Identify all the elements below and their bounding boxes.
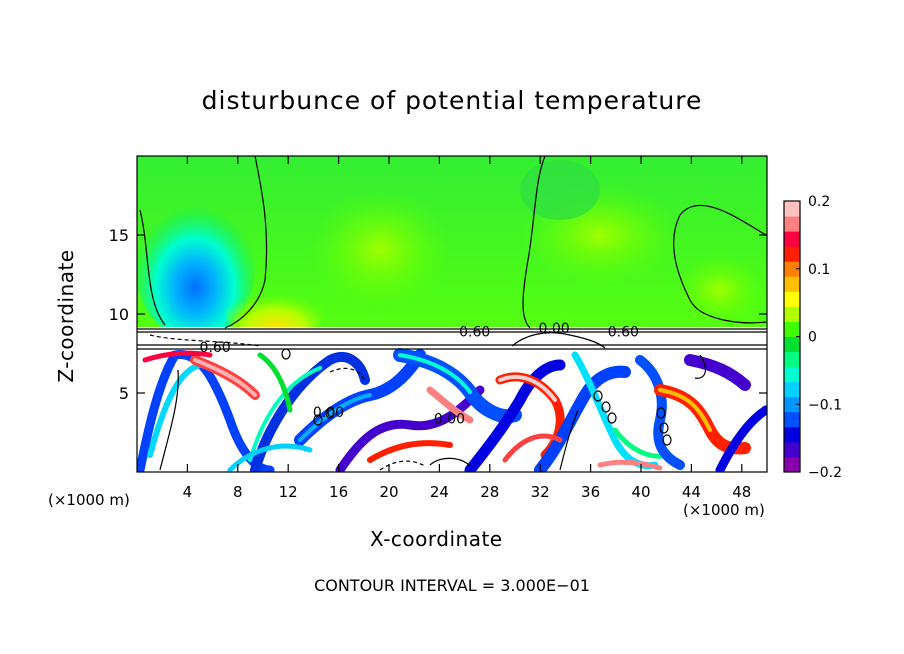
inversion-band	[137, 327, 767, 347]
x-tick-label: 12	[279, 483, 298, 501]
colorbar-swatch	[784, 321, 800, 337]
colorbar-swatch	[784, 336, 800, 353]
colorbar-swatch	[784, 351, 800, 368]
x-tick-label: 20	[379, 483, 398, 501]
colorbar-swatch	[784, 231, 800, 247]
green-patch	[520, 160, 600, 220]
colorbar-swatch	[784, 306, 800, 322]
contour-label: 0.60	[608, 324, 639, 340]
contour-label: 0.60	[459, 324, 490, 340]
colorbar-tick-label: 0.1	[808, 262, 830, 278]
colorbar-swatch	[784, 201, 800, 217]
colorbar-swatch	[784, 441, 800, 458]
cold-anomaly-upper-left	[137, 190, 255, 340]
x-tick-label: 16	[329, 483, 348, 501]
x-tick-label: 4	[183, 483, 193, 501]
colorbar-tick-label: 0	[808, 330, 817, 346]
y-tick-label: 10	[109, 305, 129, 324]
x-tick-label: 28	[480, 483, 499, 501]
x-tick-label: 24	[430, 483, 449, 501]
x-axis: 4 8 12 16 20 24 28 32 36 40 44 48	[183, 156, 751, 501]
x-tick-label: 32	[531, 483, 550, 501]
y-tick-label: 5	[119, 384, 129, 403]
lime-patch-1	[310, 190, 450, 310]
colorbar	[783, 200, 801, 473]
colorbar-swatch	[784, 291, 800, 307]
x-tick-label: 40	[631, 483, 650, 501]
contour-label: 0.00	[434, 411, 465, 427]
colorbar-swatch	[784, 276, 800, 292]
colorbar-swatch	[784, 381, 800, 398]
contour-label: 0.00	[313, 405, 344, 421]
colorbar-ticks: 0.2 0.1 0 −0.1 −0.2	[796, 194, 842, 481]
contour-label: 0.00	[538, 321, 569, 337]
x-unit-left: (×1000 m)	[48, 491, 130, 509]
contour-lines	[137, 156, 767, 471]
colorbar-tick-label: −0.1	[808, 397, 842, 413]
colorbar-swatch	[784, 426, 800, 443]
colorbar-swatch	[784, 246, 800, 262]
lime-patch-3	[675, 255, 765, 325]
colorbar-swatch	[784, 216, 800, 232]
contour-interval-note: CONTOUR INTERVAL = 3.000E−01	[314, 576, 590, 595]
heatmap-field: 0.60 0.00 0.60 0.60 0.00 0.00	[137, 156, 767, 472]
contour-small-loops	[281, 348, 672, 446]
x-tick-label: 44	[682, 483, 701, 501]
colorbar-swatch	[784, 411, 800, 428]
x-tick-label: 8	[233, 483, 243, 501]
colorbar-swatch	[784, 366, 800, 383]
chart-title: disturbunce of potential temperature	[201, 86, 703, 115]
colorbar-tick-label: −0.2	[808, 465, 842, 481]
colorbar-swatch	[784, 396, 800, 413]
turbulent-filaments	[137, 348, 767, 472]
x-tick-label: 36	[581, 483, 600, 501]
contour-label: 0.60	[200, 340, 231, 356]
x-axis-label: X-coordinate	[370, 527, 503, 551]
contour-labels: 0.60 0.00 0.60 0.60 0.00 0.00	[200, 321, 639, 427]
y-tick-label: 15	[109, 226, 129, 245]
warm-anomaly-upper	[225, 280, 325, 340]
y-axis: 5 10 15	[109, 226, 767, 403]
colorbar-swatch	[784, 261, 800, 277]
x-unit-right: (×1000 m)	[683, 501, 765, 519]
colorbar-tick-label: 0.2	[808, 194, 830, 210]
x-tick-label: 48	[732, 483, 751, 501]
colorbar-swatch	[784, 456, 800, 473]
